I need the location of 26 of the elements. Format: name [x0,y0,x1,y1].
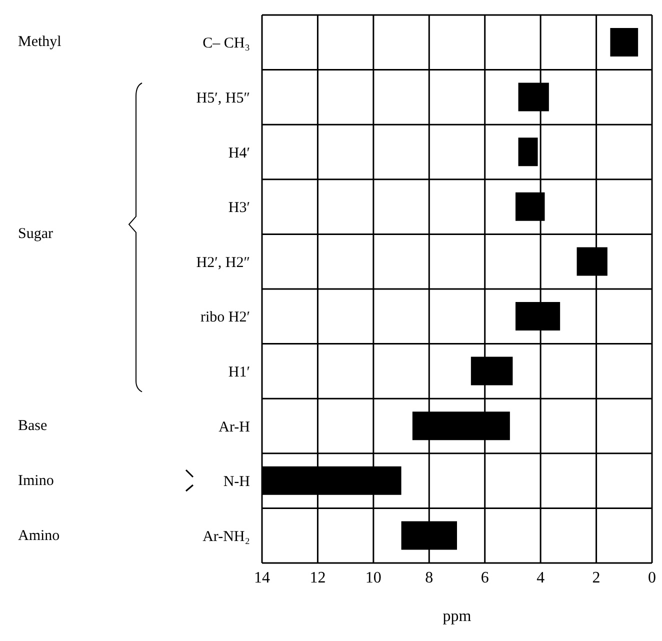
y-tick-label: N-H [223,474,250,490]
bar [610,28,638,56]
x-axis-title: ppm [442,608,472,625]
y-tick-label: C– CH₃ [202,36,250,52]
text: Base [18,417,48,436]
x-tick-label: 12 [310,569,326,586]
text: Imino [18,472,54,491]
x-tick-label: 10 [365,569,382,586]
text: Sugar [18,225,53,244]
x-tick-label: 4 [536,569,545,586]
x-tick-label: 0 [648,569,656,586]
text: Amino [18,526,60,546]
x-tick-label: 8 [425,569,434,586]
y-tick-label: Ar-H [218,419,250,436]
y-tick-label: H4′ [228,145,250,162]
y-tick-label: ribo H2′ [200,310,250,326]
x-tick-label: 2 [592,569,600,586]
x-tick-label: 14 [254,569,270,586]
y-tick-label: Ar-NH₂ [202,528,250,545]
y-tick-label: H3′ [228,200,250,216]
x-tick-label: 6 [480,569,489,586]
y-tick-label: H5′, H5″ [196,90,250,107]
text: Methyl [18,33,62,52]
y-tick-label: H1′ [228,364,250,381]
bar [518,138,538,166]
y-tick-label: H2′, H2″ [196,254,250,271]
